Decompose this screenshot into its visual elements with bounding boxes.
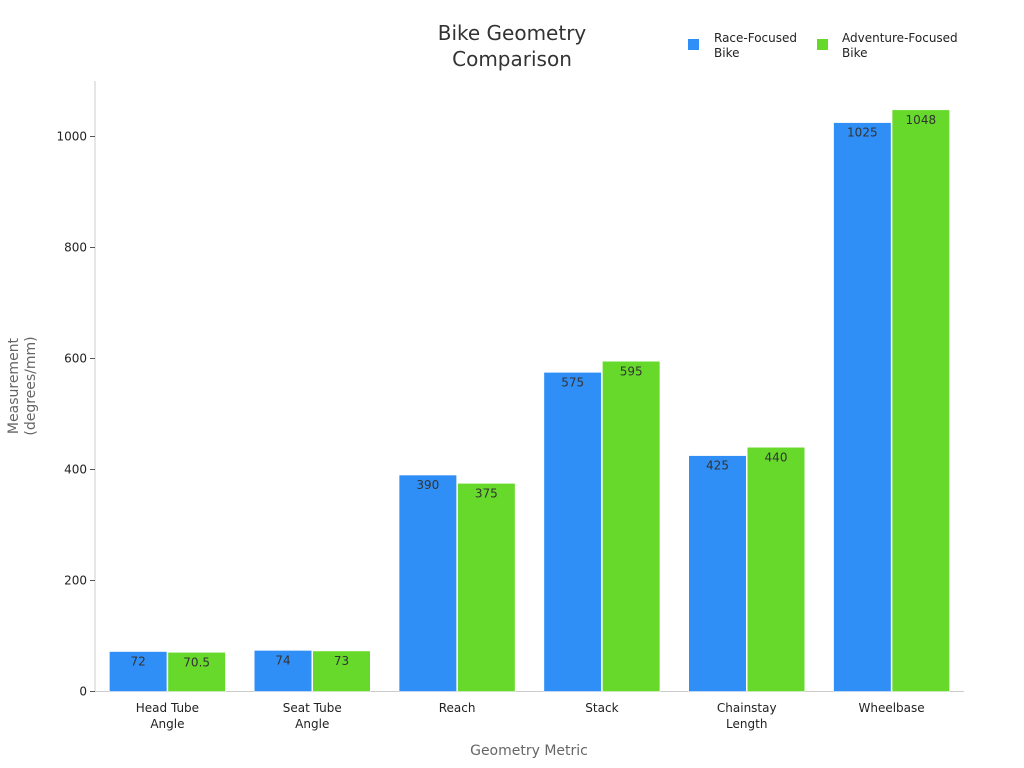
bar-value-label: 74 (275, 653, 290, 667)
x-category-label: Seat Tube (283, 701, 342, 715)
y-tick-label: 400 (64, 463, 87, 477)
bar-race (543, 372, 602, 692)
legend-label-adventure-line-1: Adventure-Focused (842, 31, 958, 45)
bar-value-label: 375 (475, 486, 498, 500)
y-tick-label: 1000 (56, 130, 87, 144)
bar-adventure (167, 652, 226, 692)
x-category-label: Head Tube (136, 701, 199, 715)
bar-race (398, 474, 457, 692)
legend-label-adventure-line-2: Bike (842, 46, 867, 60)
bar-adventure (602, 361, 661, 692)
bar-race (688, 455, 747, 692)
bar-race (833, 122, 892, 692)
bar-value-label: 595 (620, 364, 643, 378)
bar-value-label: 440 (765, 450, 788, 464)
y-tick-label: 200 (64, 574, 87, 588)
bar-value-label: 575 (561, 375, 584, 389)
x-category-label: Stack (585, 701, 618, 715)
x-axis-title: Geometry Metric (470, 743, 588, 759)
x-category-label: Angle (150, 717, 184, 731)
legend-swatch-adventure (817, 39, 828, 50)
x-category-label: Reach (439, 701, 476, 715)
plot-area: 0 200 400 600 800 1000 72 70.5 Head Tube Angle 74 7… (56, 81, 964, 731)
x-category-label: Wheelbase (858, 701, 924, 715)
bar-value-label: 72 (131, 655, 146, 669)
bar-value-label: 70.5 (183, 655, 210, 669)
bar-value-label: 425 (706, 459, 729, 473)
bar-value-label: 390 (416, 478, 439, 492)
bar-value-label: 1048 (906, 113, 937, 127)
bar-value-label: 73 (334, 654, 349, 668)
bar-adventure (891, 109, 950, 692)
bar-adventure (457, 483, 516, 692)
chart-title-line-2: Comparison (452, 47, 572, 71)
bar-race (109, 651, 168, 692)
y-axis-title-line-1: Measurement (6, 337, 22, 434)
legend-label-race-line-1: Race-Focused (714, 31, 797, 45)
legend-swatch-race (688, 39, 699, 50)
bar-race (254, 650, 312, 692)
bar-value-label: 1025 (847, 126, 878, 140)
x-category-label: Angle (295, 717, 329, 731)
y-axis-title: Measurement (degrees/mm) (6, 336, 39, 435)
x-category-label: Length (726, 717, 767, 731)
y-tick-label: 800 (64, 241, 87, 255)
x-category-label: Chainstay (717, 701, 777, 715)
bar-adventure (312, 650, 371, 692)
chart-title-line-1: Bike Geometry (438, 21, 587, 45)
y-tick-label: 0 (79, 685, 87, 699)
legend: Race-Focused Bike Adventure-Focused Bike (688, 31, 958, 60)
bar-adventure (747, 447, 805, 692)
legend-label-race-line-2: Bike (714, 46, 739, 60)
y-tick-label: 600 (64, 352, 87, 366)
y-axis-title-line-2: (degrees/mm) (23, 336, 39, 435)
